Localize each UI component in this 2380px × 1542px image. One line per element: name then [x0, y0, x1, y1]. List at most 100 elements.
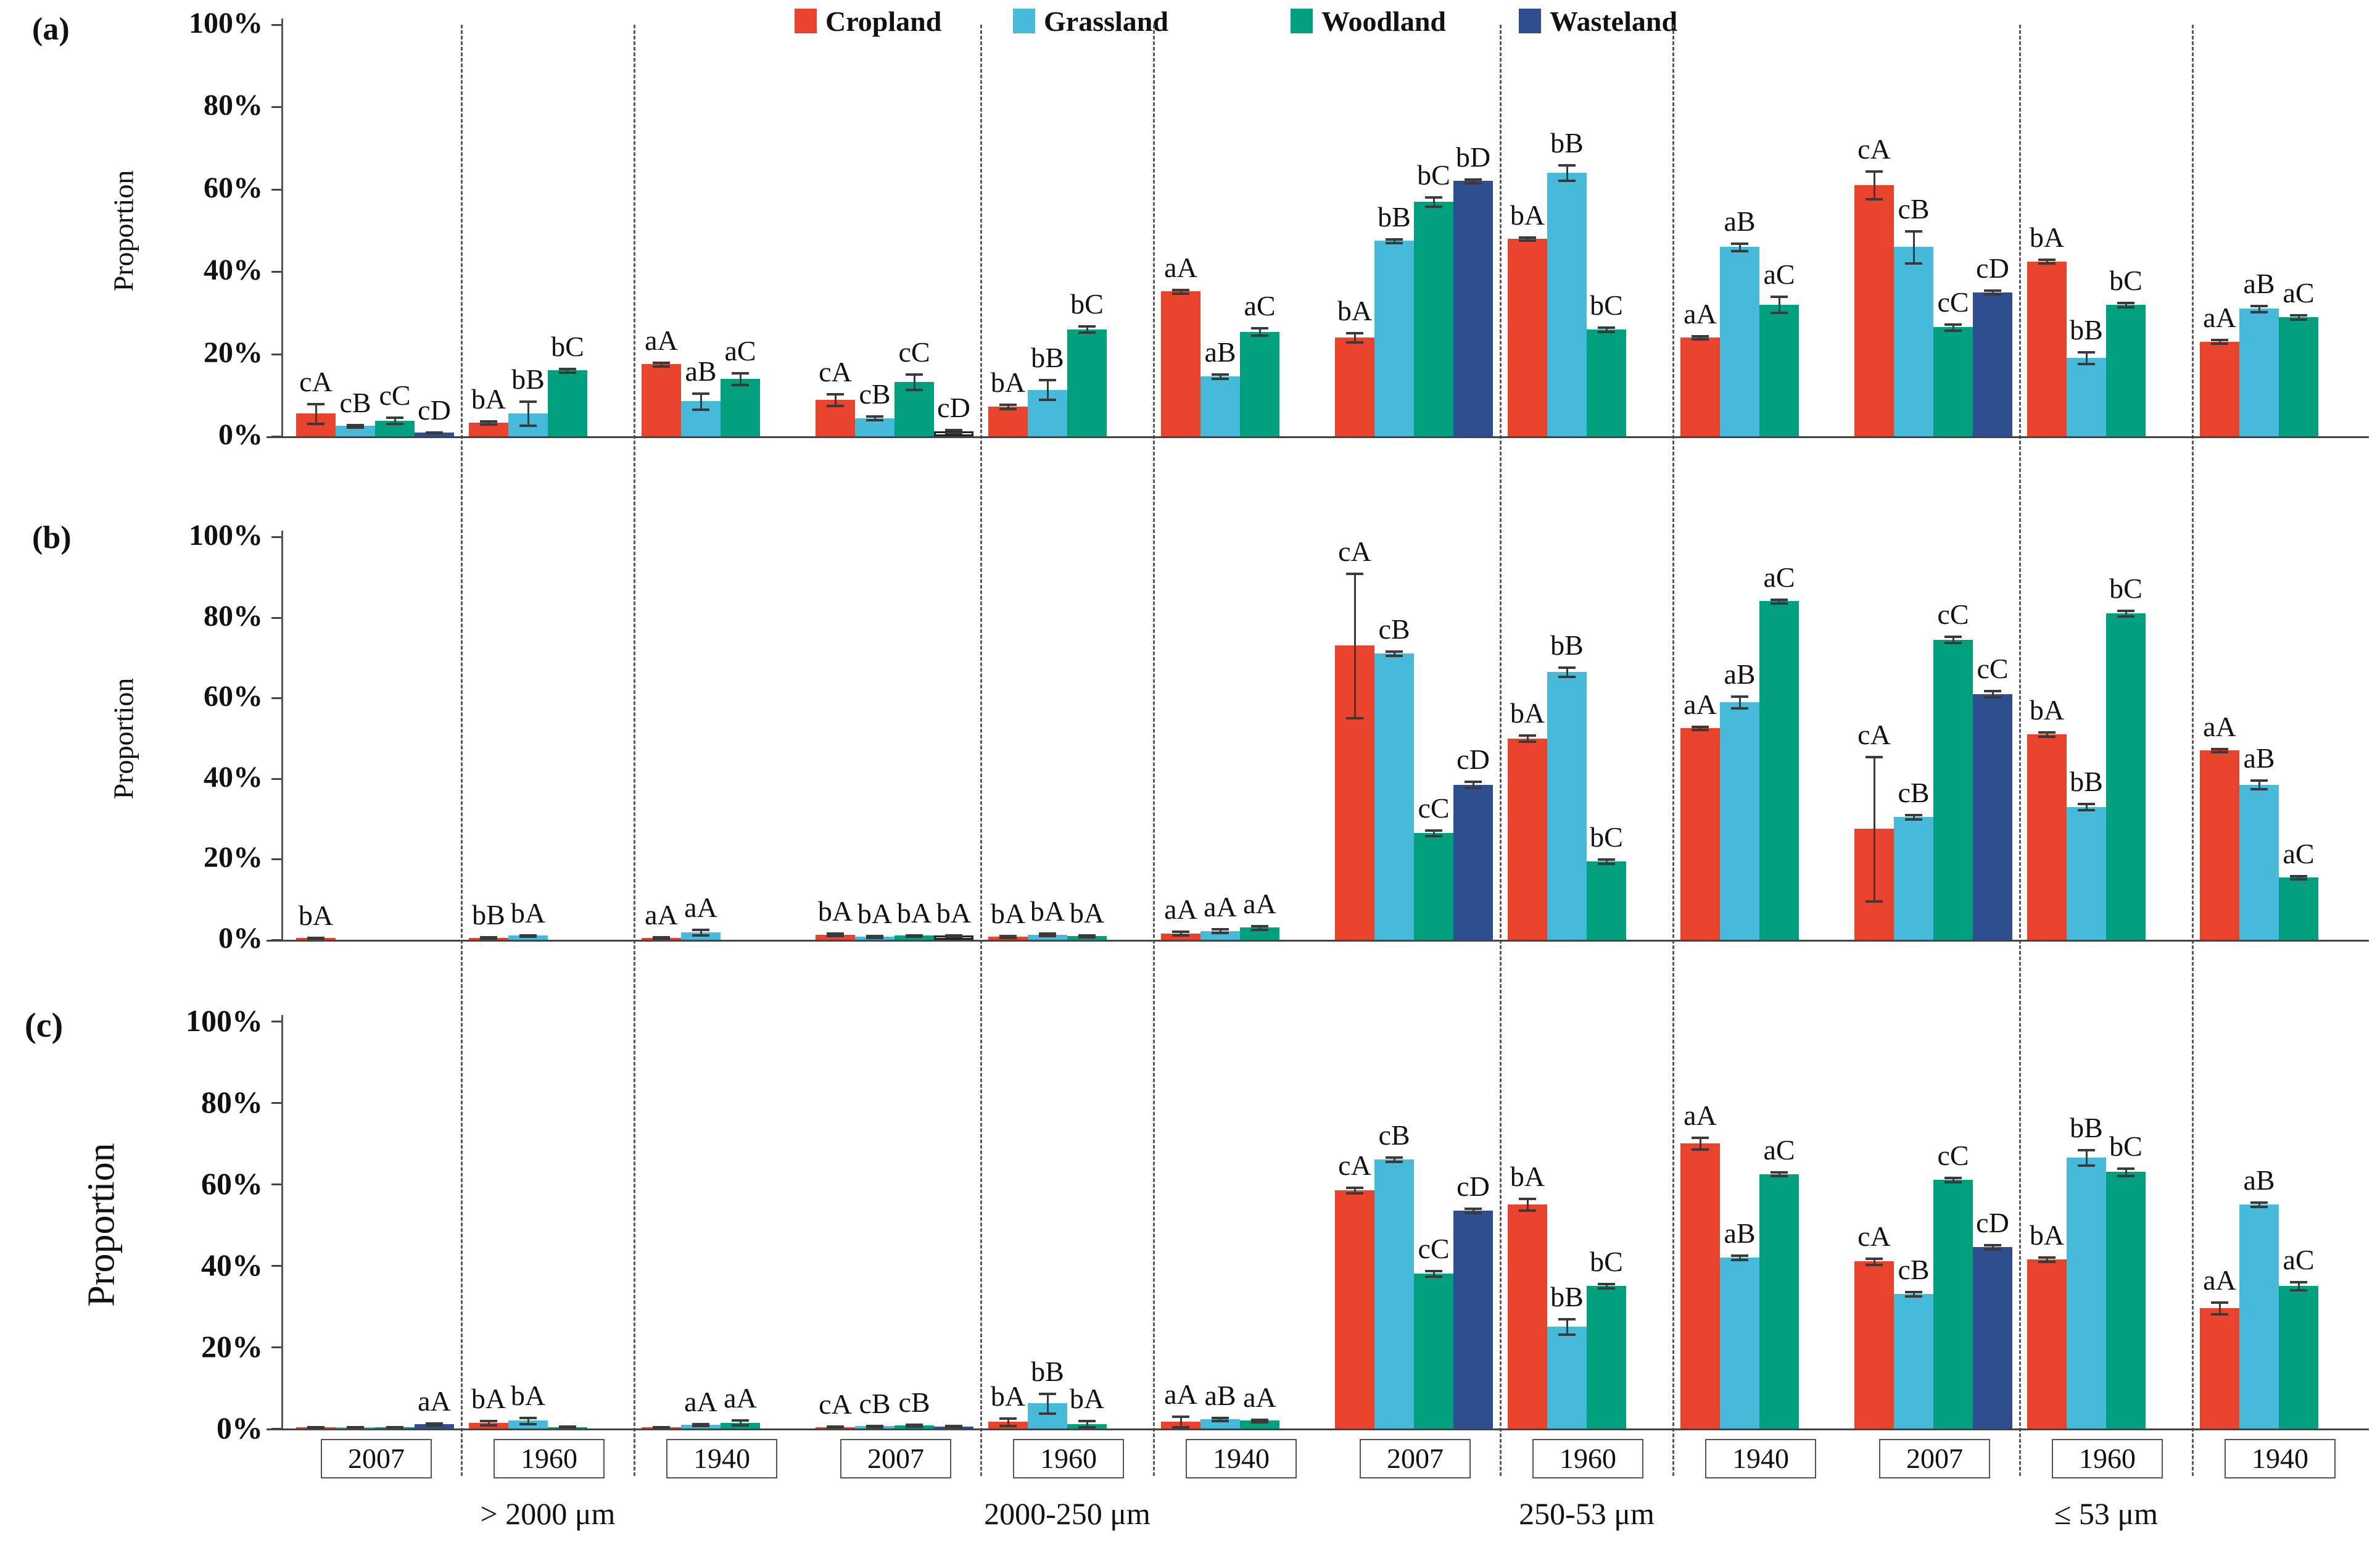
error-bar-cap: [1731, 695, 1748, 698]
bar-grassland-1940: [1720, 1257, 1759, 1428]
significance-letter: bC: [551, 330, 584, 362]
year-label-1940: 1940: [666, 1439, 777, 1478]
error-bar-cap: [307, 1426, 324, 1428]
error-bar-cap: [1386, 238, 1403, 241]
y-axis-tick-mark: [271, 858, 281, 861]
error-bar-line: [1778, 296, 1780, 313]
error-bar-line: [1605, 858, 1608, 864]
error-bar-cap: [1251, 925, 1268, 928]
error-bar-cap: [2211, 339, 2228, 342]
significance-letter: bA: [1510, 199, 1545, 231]
error-bar-line: [2258, 305, 2260, 312]
error-bar-cap: [426, 1424, 443, 1427]
bar-wasteland-2007: [1973, 1247, 2012, 1428]
error-bar-line: [1991, 690, 1994, 697]
year-label-2007: 2007: [1360, 1439, 1471, 1478]
bar-grassland-1940: [1720, 702, 1759, 940]
error-bar-cap: [1731, 707, 1748, 710]
bar-grassland-1960: [2067, 1158, 2106, 1428]
error-bar-cap: [692, 929, 709, 932]
panel-label-c: (c): [25, 1006, 64, 1045]
bar-cropland-1960: [2027, 734, 2067, 940]
error-bar-cap: [653, 361, 670, 364]
bar-grassland-1940: [1720, 247, 1759, 436]
bar-woodland-1960: [1587, 329, 1626, 436]
bar-grassland-1960: [2067, 806, 2106, 940]
error-bar-cap: [2038, 262, 2056, 265]
y-axis-tick-mark: [271, 271, 281, 273]
error-bar-line: [1432, 1270, 1435, 1277]
significance-letter: aA: [1164, 251, 1197, 283]
y-axis-tick-mark: [271, 1265, 281, 1267]
significance-letter: aA: [1164, 893, 1197, 926]
significance-letter: bA: [471, 383, 506, 415]
bar-cropland-1940: [642, 364, 681, 436]
error-bar-cap: [1465, 1207, 1482, 1210]
error-bar-cap: [1866, 1258, 1883, 1261]
bar-cropland-1940: [1161, 291, 1200, 436]
error-bar-cap: [1944, 641, 1962, 644]
error-bar-cap: [1346, 572, 1363, 575]
significance-letter: cB: [1898, 1254, 1930, 1286]
error-bar-cap: [1172, 931, 1189, 934]
bar-cropland-1940: [2200, 341, 2239, 436]
error-bar-cap: [1944, 1177, 1962, 1180]
error-bar-line: [1007, 1417, 1009, 1427]
error-bar-cap: [2117, 1167, 2134, 1170]
error-bar-cap: [559, 1426, 576, 1428]
error-bar-cap: [866, 1424, 883, 1427]
y-axis-tick-mark: [271, 24, 281, 26]
year-label-1960: 1960: [1532, 1439, 1643, 1478]
error-bar-line: [1991, 1245, 1994, 1250]
error-bar-cap: [1519, 734, 1536, 737]
bar-cropland-1960: [2027, 261, 2067, 436]
error-bar-cap: [2250, 304, 2268, 307]
bar-woodland-2007: [1933, 327, 1973, 436]
size-group-label: 250-53 μm: [1519, 1496, 1655, 1531]
error-bar-cap: [2250, 1205, 2268, 1208]
significance-letter: bB: [1550, 1280, 1584, 1312]
error-bar-cap: [1212, 928, 1229, 931]
significance-letter: aA: [1243, 1381, 1276, 1413]
error-bar-cap: [866, 934, 883, 937]
error-bar-cap: [480, 1420, 497, 1423]
error-bar-line: [1778, 1171, 1780, 1177]
error-bar-cap: [1425, 1275, 1442, 1279]
error-bar-cap: [1346, 1186, 1363, 1189]
significance-letter: cC: [1937, 286, 1969, 318]
significance-letter: cA: [299, 365, 333, 397]
error-bar-line: [394, 417, 396, 424]
error-bar-cap: [386, 422, 403, 425]
error-bar-cap: [1078, 1420, 1096, 1423]
significance-letter: aA: [1684, 688, 1717, 720]
error-bar-cap: [1078, 934, 1096, 937]
y-axis-tick-mark: [271, 353, 281, 355]
error-bar-cap: [1386, 650, 1403, 653]
error-bar-line: [1353, 1187, 1356, 1194]
error-bar-cap: [1771, 1175, 1788, 1178]
y-axis-tick-mark: [271, 616, 281, 619]
significance-letter: cD: [1976, 252, 2009, 284]
error-bar-cap: [1598, 1287, 1615, 1290]
significance-letter: cB: [898, 1387, 930, 1419]
bar-cropland-1960: [2027, 1259, 2067, 1428]
error-bar-cap: [945, 431, 962, 434]
error-bar-cap: [2038, 259, 2056, 262]
significance-letter: bB: [1550, 126, 1584, 159]
bar-woodland-1960: [2106, 613, 2146, 940]
significance-letter: cC: [1937, 599, 1969, 631]
error-bar-cap: [1251, 928, 1268, 931]
error-bar-cap: [1905, 230, 1922, 233]
error-bar-line: [1566, 1318, 1568, 1335]
significance-letter: aC: [1763, 1134, 1795, 1166]
bar-woodland-1960: [2106, 304, 2146, 436]
error-bar-line: [739, 372, 742, 385]
significance-letter: aB: [1204, 336, 1236, 368]
error-bar-line: [2297, 314, 2300, 320]
y-axis-tick-label: 60%: [204, 680, 263, 713]
error-bar-cap: [426, 1422, 443, 1425]
significance-letter: aA: [2203, 710, 2236, 742]
error-bar-line: [1738, 695, 1741, 708]
error-bar-line: [1180, 931, 1182, 935]
significance-letter: cA: [819, 356, 852, 388]
